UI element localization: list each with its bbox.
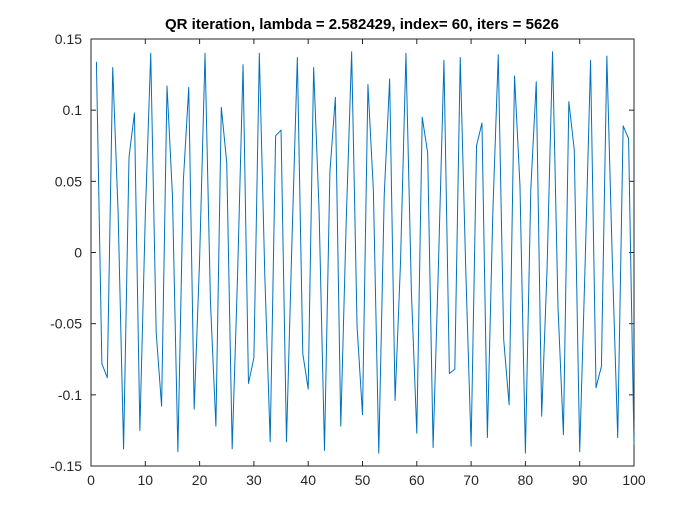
x-tick-label: 50 — [355, 472, 371, 488]
y-tick-label: -0.15 — [50, 458, 82, 474]
x-tick-label: 70 — [463, 472, 479, 488]
y-tick-label: 0.1 — [63, 102, 83, 118]
x-tick-label: 60 — [409, 472, 425, 488]
x-tick-label: 20 — [192, 472, 208, 488]
series-layer — [95, 51, 635, 454]
x-tick-label: 90 — [572, 472, 588, 488]
y-axis-tick-labels: 0.15 0.1 0.05 0 -0.05 -0.1 -0.15 — [50, 31, 82, 474]
chart-title: QR iteration, lambda = 2.582429, index= … — [165, 16, 559, 33]
y-tick-label: -0.05 — [50, 316, 82, 332]
x-tick-label: 100 — [622, 472, 646, 488]
y-tick-label: 0 — [74, 245, 82, 261]
x-axis-tick-labels: 0 10 20 30 40 50 60 70 80 90 100 — [87, 472, 646, 488]
y-tick-label: -0.1 — [58, 387, 82, 403]
y-tick-label: 0.05 — [55, 173, 82, 189]
x-tick-label: 10 — [138, 472, 154, 488]
y-tick-label: 0.15 — [55, 31, 82, 47]
series-line — [95, 51, 635, 454]
x-tick-label: 0 — [87, 472, 95, 488]
x-tick-label: 80 — [518, 472, 534, 488]
x-tick-label: 40 — [300, 472, 316, 488]
x-tick-label: 30 — [246, 472, 262, 488]
